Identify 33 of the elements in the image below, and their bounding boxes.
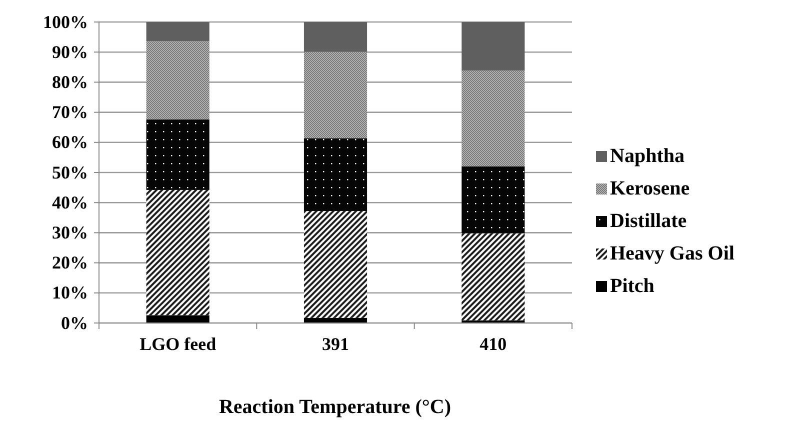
legend-label: Kerosene xyxy=(610,178,690,200)
bar xyxy=(146,41,210,120)
x-tick-label: LGO feed xyxy=(140,334,216,354)
bar xyxy=(146,190,210,316)
x-tick-label: 410 xyxy=(480,334,507,354)
y-tick-label: 70% xyxy=(52,102,88,122)
legend-label: Heavy Gas Oil xyxy=(610,242,735,264)
x-axis-title: Reaction Temperature (°C) xyxy=(218,396,452,418)
bar xyxy=(304,22,368,52)
legend-label: Pitch xyxy=(610,275,654,297)
y-tick-label: 90% xyxy=(52,42,88,62)
bar xyxy=(304,52,368,138)
y-tick-label: 60% xyxy=(52,132,88,152)
y-tick-label: 30% xyxy=(52,222,88,242)
y-tick-label: 100% xyxy=(43,12,88,32)
bar xyxy=(462,70,525,166)
y-tick-label: 20% xyxy=(52,252,88,273)
legend-label: Distillate xyxy=(610,210,687,232)
bar xyxy=(146,120,210,190)
x-tick-label: 391 xyxy=(322,334,349,354)
bar xyxy=(462,22,525,70)
y-tick-label: 40% xyxy=(52,192,88,212)
bar xyxy=(462,233,525,320)
bar xyxy=(462,166,525,234)
legend-label: Naphtha xyxy=(610,145,684,167)
y-tick-label: 0% xyxy=(61,312,88,333)
y-tick-label: 80% xyxy=(52,72,88,92)
bar xyxy=(146,315,210,323)
bar xyxy=(304,138,368,212)
bar xyxy=(304,211,368,318)
y-tick-label: 10% xyxy=(52,282,88,303)
y-tick-label: 50% xyxy=(52,162,88,182)
bar xyxy=(146,22,210,42)
